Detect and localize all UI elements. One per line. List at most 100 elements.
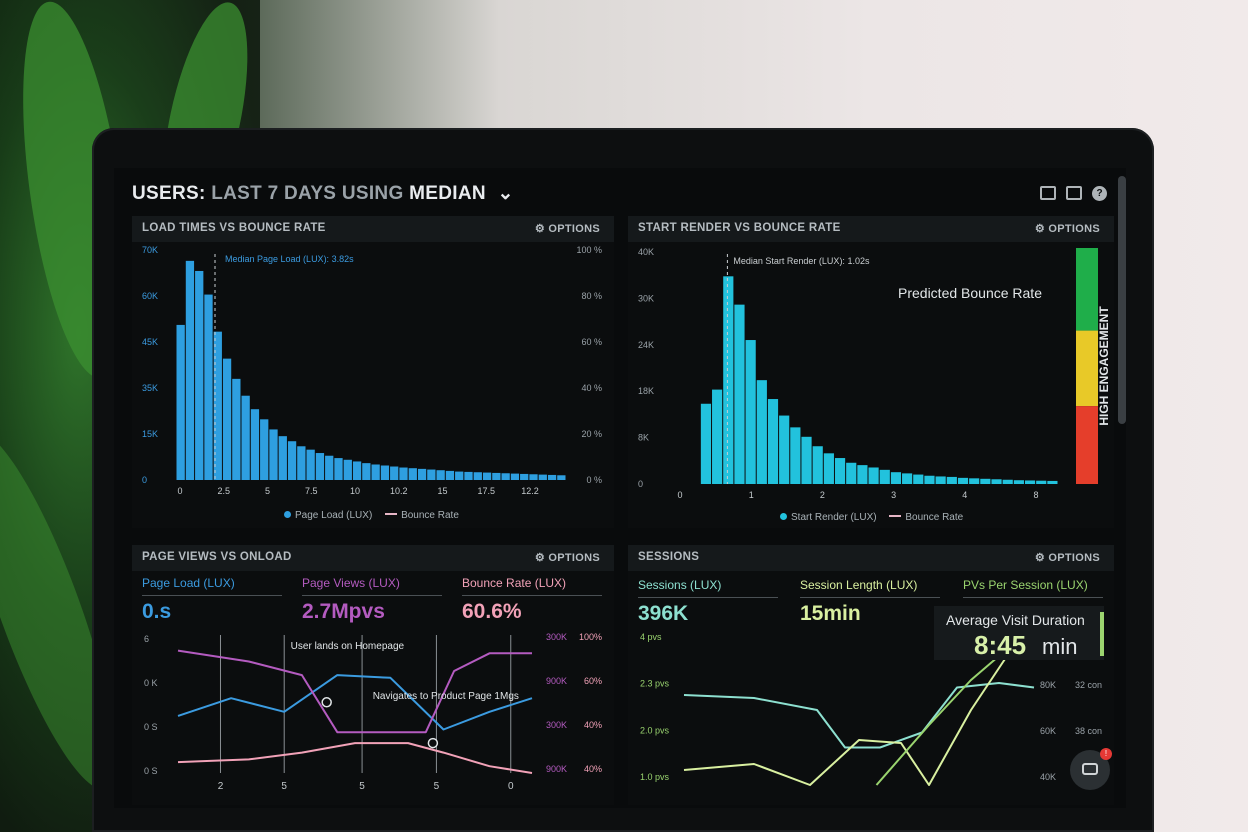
bar — [417, 468, 427, 480]
bar — [241, 395, 250, 480]
y-right-tick: 80K — [1040, 680, 1056, 690]
bar — [980, 478, 991, 484]
predicted-label: Predicted Bounce Rate — [898, 285, 1042, 301]
options-button[interactable]: OPTIONS — [535, 551, 600, 564]
metric-label-sessions: Sessions (LUX) — [638, 578, 722, 592]
bar — [879, 469, 890, 484]
engagement-band — [1076, 330, 1098, 407]
legend-swatch-page-load — [284, 511, 291, 518]
bar — [734, 304, 745, 484]
y-right-tick: 60K — [1040, 726, 1056, 736]
avg-visit-label: Average Visit Duration — [946, 612, 1085, 628]
y-right-tick: 60% — [584, 676, 602, 686]
bar — [913, 474, 924, 484]
help-icon[interactable]: ? — [1092, 186, 1107, 201]
y-mid-tick: 300K — [546, 632, 567, 642]
avg-visit-accent — [1100, 612, 1104, 656]
median-label: Median Page Load (LUX): 3.82s — [225, 254, 354, 264]
metric-underline — [800, 597, 940, 598]
y-left-tick: 4 pvs — [640, 632, 662, 642]
bar — [306, 449, 315, 480]
bar — [991, 479, 1002, 484]
bar — [260, 419, 269, 480]
load-times-chart: 70K 60K 45K 35K 15K 0 100 % 80 % 60 % 40 % 20 % 0 %… — [142, 244, 602, 496]
options-button[interactable]: OPTIONS — [535, 222, 600, 235]
bar — [924, 475, 935, 484]
bar — [723, 276, 734, 484]
chart-legend: Start Render (LUX) Bounce Rate — [780, 512, 963, 523]
metric-underline — [142, 595, 282, 596]
start-render-chart: 40K 30K 24K 18K 8K 0 Median Start Render (LUX)… — [638, 247, 1111, 500]
metric-value-session-length: 15min — [800, 602, 861, 625]
bar — [902, 473, 913, 484]
chat-button[interactable]: ! — [1070, 748, 1112, 790]
chat-icon — [1082, 763, 1098, 775]
series-line-1 — [177, 649, 532, 734]
bar — [935, 476, 946, 484]
y-right-tick: 20 % — [581, 429, 602, 439]
x-tick: 0 — [508, 781, 514, 792]
series-line-1 — [683, 656, 1007, 786]
y-mid-tick: 900K — [546, 676, 567, 686]
x-tick: 2 — [218, 781, 224, 792]
x-tick: 17.5 — [477, 486, 495, 496]
bar — [812, 446, 823, 484]
share-icon[interactable] — [1066, 186, 1082, 200]
bar — [868, 467, 879, 484]
y-left-tick: 60K — [142, 291, 158, 301]
bar — [222, 358, 232, 480]
metric-value-page-load: 0.s — [142, 600, 172, 623]
y-right-tick: 40 % — [581, 383, 602, 393]
x-tick: 10 — [350, 486, 360, 496]
bar — [185, 260, 195, 480]
y-left-tick: 8K — [638, 433, 649, 443]
avg-visit-unit: min — [1042, 634, 1078, 659]
title-range: LAST 7 DAYS — [211, 183, 337, 204]
panel-title: SESSIONS — [638, 551, 700, 563]
options-button[interactable]: OPTIONS — [1035, 551, 1100, 564]
y-left-tick: 24K — [638, 340, 654, 350]
bar — [957, 477, 969, 484]
annotation-1: User lands on Homepage — [291, 641, 405, 652]
bar — [501, 473, 510, 480]
bar — [1002, 479, 1013, 484]
panel-title: LOAD TIMES VS BOUNCE RATE — [142, 222, 326, 234]
bar — [857, 465, 868, 484]
bar — [520, 473, 529, 480]
bar — [287, 441, 297, 480]
chevron-down-icon[interactable]: ⌄ — [497, 183, 514, 204]
bar — [464, 471, 473, 480]
x-tick: 5 — [265, 486, 270, 496]
x-tick: 0 — [677, 490, 682, 500]
panel-header: LOAD TIMES VS BOUNCE RATE OPTIONS — [132, 216, 614, 242]
bar — [1036, 480, 1047, 484]
options-button[interactable]: OPTIONS — [1035, 222, 1100, 235]
dashboard-title[interactable]: USERS: LAST 7 DAYS USING MEDIAN ⌄ — [132, 182, 514, 205]
y-right-tick: 0 % — [586, 475, 602, 485]
y-left-tick: 70K — [142, 245, 158, 255]
x-tick: 3 — [891, 490, 896, 500]
title-metric: MEDIAN — [409, 183, 486, 204]
y-mid-tick: 300K — [546, 720, 567, 730]
bar — [176, 324, 185, 480]
monitor-icon[interactable] — [1040, 186, 1056, 200]
bar — [352, 461, 362, 480]
metric-value-bounce: 60.6% — [462, 600, 522, 623]
y-left-tick: 30K — [638, 293, 654, 303]
legend-swatch-bounce — [889, 515, 902, 517]
y-right-tick: 40K — [1040, 772, 1056, 782]
legend-page-load: Page Load (LUX) — [295, 510, 373, 521]
y-left-tick: 1.0 pvs — [640, 772, 670, 782]
y-right-tick: 100 % — [576, 245, 602, 255]
bar — [455, 471, 464, 480]
bar — [297, 446, 306, 480]
x-tick: 4 — [962, 490, 967, 500]
notification-badge: ! — [1100, 748, 1112, 760]
scrollbar[interactable] — [1118, 176, 1126, 424]
panel-title: PAGE VIEWS VS ONLOAD — [142, 551, 292, 563]
bar — [1024, 480, 1036, 484]
annotation-2: Navigates to Product Page 1Mgs — [373, 691, 519, 702]
metric-value-sessions: 396K — [638, 602, 689, 625]
y-left-tick: 35K — [142, 383, 158, 393]
metric-value-page-views: 2.7Mpvs — [302, 600, 385, 623]
